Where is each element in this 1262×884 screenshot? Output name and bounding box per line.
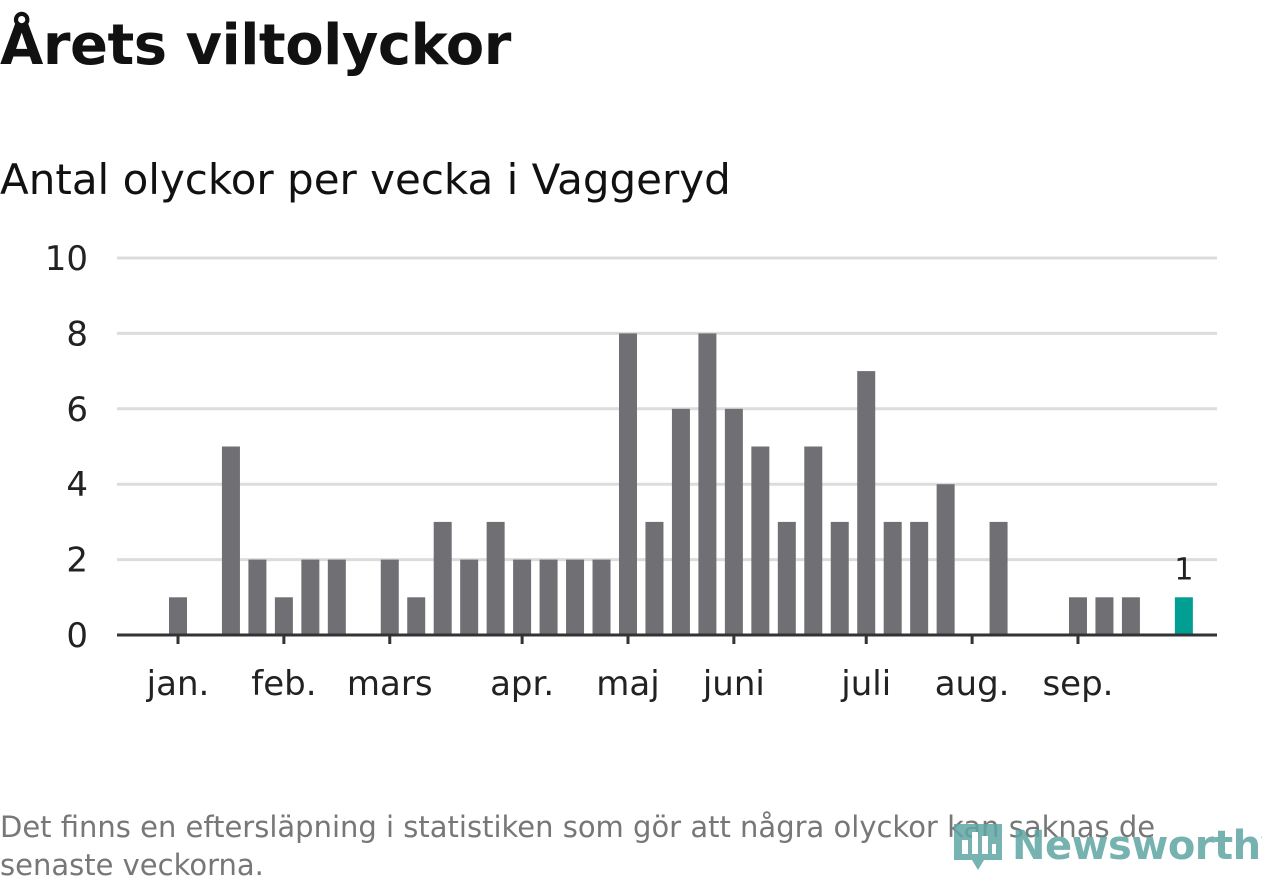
bar — [539, 559, 558, 635]
bar — [910, 521, 929, 635]
y-tick-label: 2 — [66, 541, 88, 581]
x-tick-label: aug. — [935, 664, 1010, 704]
bar — [830, 521, 849, 635]
bar — [274, 597, 293, 635]
bar — [221, 446, 240, 635]
data-label: 1 — [1174, 552, 1193, 587]
bar — [433, 521, 452, 635]
y-tick-label: 0 — [66, 616, 88, 656]
bar — [460, 559, 479, 635]
bar — [883, 521, 902, 635]
bar — [698, 333, 717, 635]
bar — [566, 559, 585, 635]
bar — [618, 333, 637, 635]
bar — [724, 408, 743, 635]
bar — [513, 559, 532, 635]
newsworthy-logo: Newsworthy — [950, 814, 1262, 878]
bar-chart-logo-icon — [954, 824, 1002, 870]
bar — [989, 521, 1008, 635]
highlight-bar — [1174, 597, 1193, 635]
bar — [407, 597, 426, 635]
x-tick-label: juli — [840, 664, 891, 704]
bar — [804, 446, 823, 635]
bar — [327, 559, 346, 635]
x-tick-label: mars — [347, 664, 433, 704]
bar — [936, 484, 955, 635]
x-tick-label: jan. — [146, 664, 210, 704]
bar — [751, 446, 770, 635]
bar — [301, 559, 320, 635]
logo-text: Newsworthy — [1012, 823, 1262, 869]
bar — [1068, 597, 1087, 635]
bar — [592, 559, 611, 635]
y-tick-label: 8 — [66, 314, 88, 354]
bar — [857, 371, 876, 635]
bar — [486, 521, 505, 635]
x-tick-label: maj — [596, 664, 659, 704]
y-tick-label: 4 — [66, 465, 88, 505]
x-tick-label: feb. — [251, 664, 316, 704]
x-tick-label: juni — [702, 664, 765, 704]
bar — [1121, 597, 1140, 635]
bar — [380, 559, 399, 635]
y-tick-label: 6 — [66, 390, 88, 430]
bar — [1095, 597, 1114, 635]
bar — [777, 521, 796, 635]
bar-chart: 0 2 4 6 8 10 1 jan. feb. mars apr. maj juni juli aug. s… — [45, 239, 1217, 704]
x-tick-label: apr. — [490, 664, 554, 704]
bar — [169, 597, 187, 635]
bar — [645, 521, 664, 635]
x-tick-label: sep. — [1042, 664, 1113, 704]
chart-subtitle: Antal olyckor per vecka i Vaggeryd — [0, 155, 731, 204]
chart-title: Årets viltolyckor — [0, 13, 511, 78]
bar — [671, 408, 690, 635]
y-tick-label: 10 — [45, 239, 88, 279]
bar — [248, 559, 267, 635]
